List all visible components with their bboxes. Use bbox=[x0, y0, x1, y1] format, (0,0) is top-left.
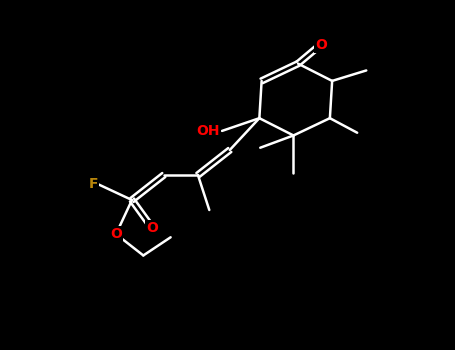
Text: OH: OH bbox=[196, 124, 220, 138]
Text: F: F bbox=[88, 177, 98, 191]
Text: O: O bbox=[147, 221, 158, 235]
Text: O: O bbox=[315, 37, 327, 51]
Text: O: O bbox=[110, 227, 122, 241]
